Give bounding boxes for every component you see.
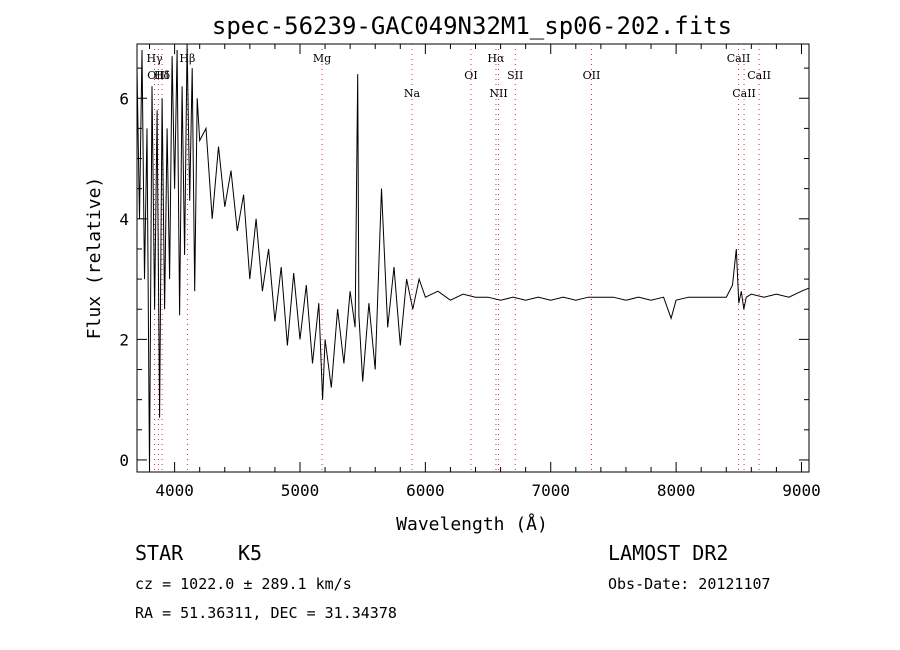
object-type: STAR [135, 541, 184, 565]
x-tick-label: 7000 [531, 481, 570, 500]
coordinates: RA = 51.36311, DEC = 31.34378 [135, 604, 397, 622]
redshift-cz: cz = 1022.0 ± 289.1 km/s [135, 575, 352, 593]
line-label-1: OIII [147, 69, 169, 82]
line-label-10: OII [583, 69, 601, 82]
chart-title: spec-56239-GAC049N32M1_sp06-202.fits [212, 12, 732, 40]
line-label-6: OI [464, 69, 477, 82]
line-label-11: CaII [727, 52, 751, 65]
line-label-7: Hα [487, 52, 505, 65]
y-tick-label: 6 [119, 89, 129, 108]
line-label-0: Hγ [146, 52, 163, 65]
line-label-12: CaII [732, 87, 756, 100]
y-tick-label: 4 [119, 210, 129, 229]
line-label-9: SII [507, 69, 523, 82]
survey-name: LAMOST DR2 [608, 541, 729, 565]
object-subclass: K5 [238, 541, 263, 565]
x-tick-label: 5000 [281, 481, 320, 500]
x-tick-label: 6000 [406, 481, 445, 500]
x-tick-label: 4000 [155, 481, 194, 500]
line-label-2: Hδ [154, 69, 171, 82]
x-tick-label: 9000 [782, 481, 821, 500]
plot-frame [136, 43, 810, 473]
y-tick-label: 2 [119, 330, 129, 349]
line-label-13: CaII [747, 69, 771, 82]
x-tick-label: 8000 [657, 481, 696, 500]
y-tick-label: 0 [119, 451, 129, 470]
obs-date: Obs-Date: 20121107 [608, 575, 771, 593]
y-axis-label: Flux (relative) [84, 177, 105, 340]
line-label-8: NII [489, 87, 507, 100]
line-label-5: Na [404, 87, 421, 100]
axis-ticks: 4000 5000 6000 7000 8000 9000 0 2 4 6 [119, 44, 821, 500]
spectrum-series-line [136, 43, 810, 473]
line-label-4: Mg [313, 52, 331, 65]
x-axis-label: Wavelength (Å) [396, 513, 548, 535]
